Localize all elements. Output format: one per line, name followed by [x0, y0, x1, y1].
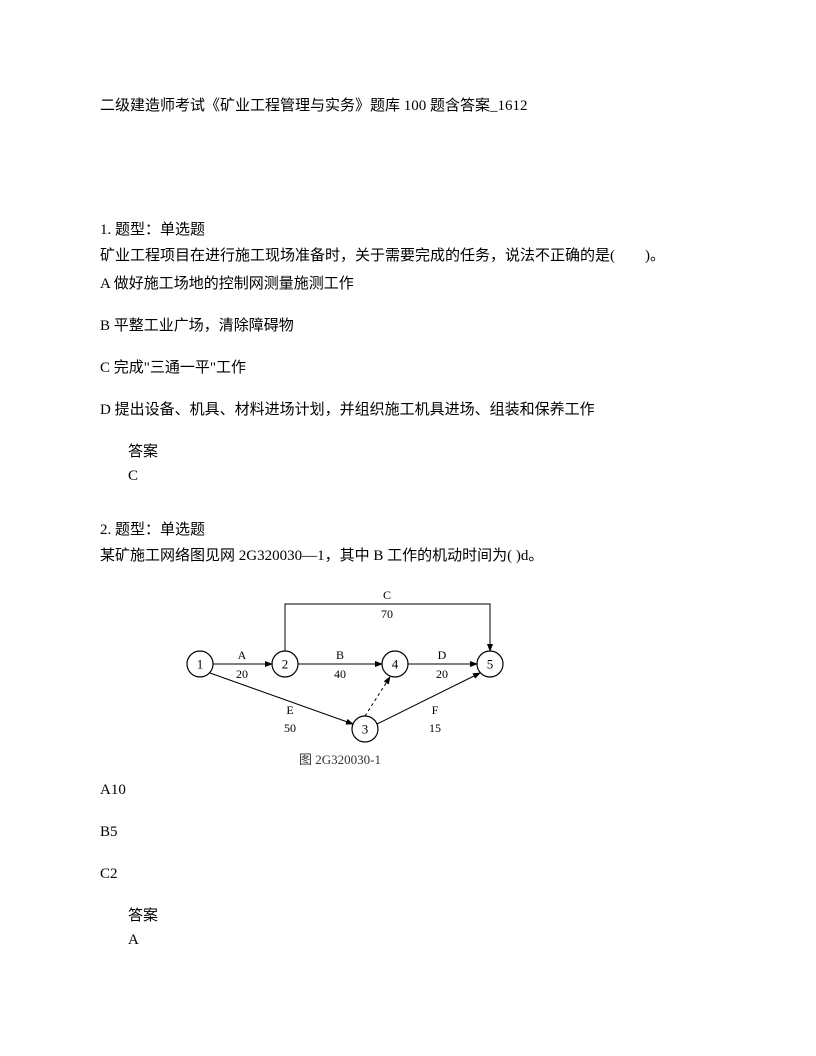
node-3-label: 3 — [362, 722, 369, 737]
edge-c-duration: 70 — [381, 607, 393, 621]
node-4-label: 4 — [392, 657, 399, 672]
edge-c-label: C — [383, 588, 391, 602]
question-1-option-d: D 提出设备、机具、材料进场计划，并组织施工机具进场、组装和保养工作 — [100, 398, 716, 422]
question-2-text: 某矿施工网络图见网 2G320030—1，其中 B 工作的机动时间为( )d。 — [100, 544, 716, 568]
question-1-answer-label: 答案 — [128, 440, 716, 464]
question-2-header: 2. 题型：单选题 — [100, 518, 716, 542]
question-1-answer-block: 答案 C — [128, 440, 716, 488]
question-2-answer-value: A — [128, 928, 716, 952]
edge-b-label: B — [336, 648, 344, 662]
question-2-answer-block: 答案 A — [128, 904, 716, 952]
document-title: 二级建造师考试《矿业工程管理与实务》题库 100 题含答案_1612 — [100, 94, 716, 118]
edge-e-label: E — [286, 703, 293, 717]
edge-b-duration: 40 — [334, 667, 346, 681]
question-1-answer-value: C — [128, 464, 716, 488]
question-2-option-a: A10 — [100, 778, 716, 802]
edge-d-label: D — [438, 648, 447, 662]
diagram-caption: 图 2G320030-1 — [299, 752, 381, 767]
edge-f-label: F — [432, 703, 439, 717]
question-1-header: 1. 题型：单选题 — [100, 218, 716, 242]
edge-a-label: A — [238, 648, 247, 662]
question-2-answer-label: 答案 — [128, 904, 716, 928]
node-1-label: 1 — [197, 657, 204, 672]
edge-f-duration: 15 — [429, 721, 441, 735]
node-2-label: 2 — [282, 657, 289, 672]
edge-d-duration: 20 — [436, 667, 448, 681]
edge-e-duration: 50 — [284, 721, 296, 735]
edge-a-duration: 20 — [236, 667, 248, 681]
network-diagram: C 70 A 20 B 40 D 20 E 50 F 15 1 2 3 4 — [140, 574, 540, 774]
network-diagram-svg: C 70 A 20 B 40 D 20 E 50 F 15 1 2 3 4 — [140, 574, 540, 774]
edge-dashed-3-4 — [365, 677, 390, 716]
edge-e — [210, 673, 353, 724]
question-1-option-b: B 平整工业广场，清除障碍物 — [100, 314, 716, 338]
question-1-text: 矿业工程项目在进行施工现场准备时，关于需要完成的任务，说法不正确的是( )。 — [100, 244, 716, 268]
node-5-label: 5 — [487, 657, 494, 672]
question-2-option-c: C2 — [100, 862, 716, 886]
edge-f — [377, 673, 480, 724]
question-2-option-b: B5 — [100, 820, 716, 844]
question-1-option-c: C 完成"三通一平"工作 — [100, 356, 716, 380]
question-1-option-a: A 做好施工场地的控制网测量施测工作 — [100, 272, 716, 296]
